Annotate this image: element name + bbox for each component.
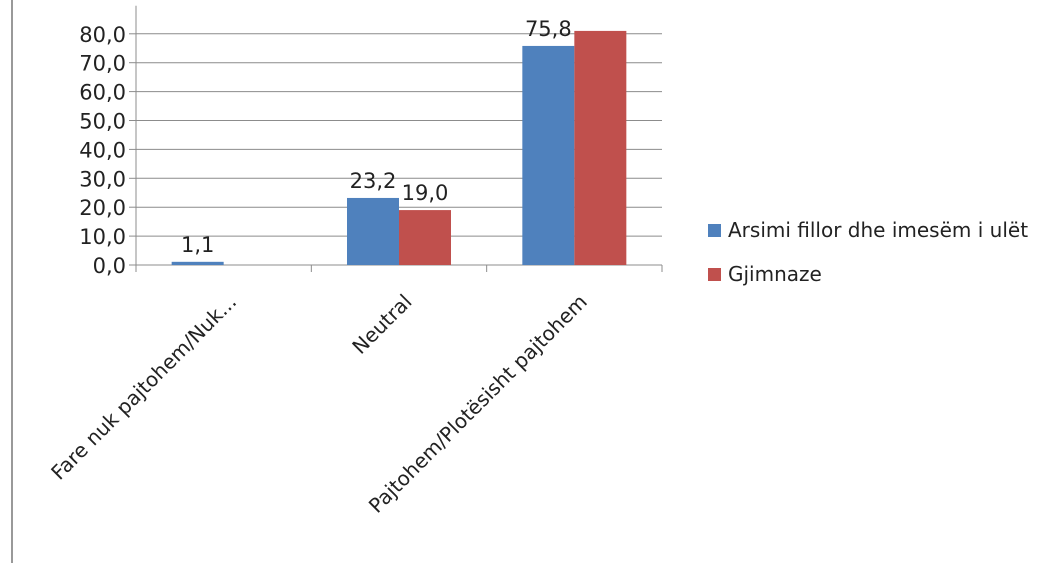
- x-tick-label-2: Neutral: [347, 290, 416, 359]
- legend-label-series-2: Gjimnaze: [728, 262, 822, 286]
- legend: Arsimi fillor dhe imesëm i ulët Gjimnaze: [708, 215, 1048, 303]
- bar-2-2: [399, 210, 451, 265]
- data-label-1-2: 23,2: [350, 169, 397, 193]
- y-tick-label: 50,0: [79, 110, 126, 134]
- y-tick-label: 70,0: [79, 52, 126, 76]
- bar-1-1: [171, 261, 224, 265]
- y-tick-label: 40,0: [79, 138, 126, 162]
- y-tick-label: 10,0: [79, 225, 126, 249]
- y-tick-label: 0,0: [93, 254, 126, 278]
- data-label-1-1: 1,1: [181, 233, 214, 257]
- legend-label-series-1: Arsimi fillor dhe imesëm i ulët: [728, 218, 1029, 242]
- bar-1-2: [347, 197, 399, 265]
- legend-swatch-series-2: [708, 268, 721, 281]
- legend-item-series-2: Gjimnaze: [708, 259, 1048, 289]
- data-label-2-2: 19,0: [402, 181, 449, 205]
- bar-1-3: [522, 45, 575, 265]
- y-tick-label: 30,0: [79, 167, 126, 191]
- data-label-1-3: 75,8: [525, 17, 572, 41]
- bar-2-3: [574, 30, 627, 265]
- x-tick-label-1: Fare nuk pajtohem/Nuk...: [46, 290, 241, 485]
- y-tick-label: 20,0: [79, 196, 126, 220]
- legend-item-series-1: Arsimi fillor dhe imesëm i ulët: [708, 215, 1048, 245]
- legend-swatch-series-1: [708, 224, 721, 237]
- y-tick-label: 60,0: [79, 81, 126, 105]
- y-tick-label: 80,0: [79, 23, 126, 47]
